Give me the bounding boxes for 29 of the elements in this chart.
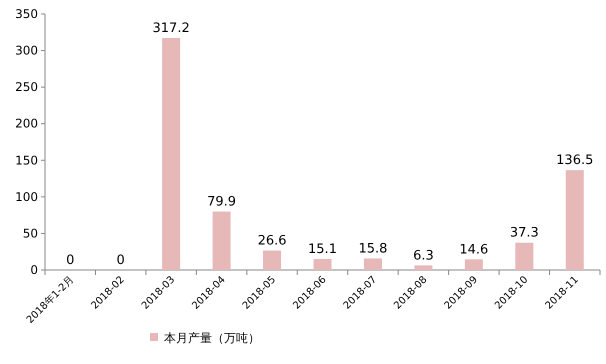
- bar: [515, 242, 534, 270]
- bar: [162, 38, 180, 270]
- y-tick-label: 100: [15, 190, 38, 204]
- data-label: 15.8: [358, 241, 388, 256]
- legend-label: 本月产量（万吨）: [164, 331, 260, 345]
- bar: [414, 265, 432, 270]
- data-label: 0: [66, 253, 74, 268]
- data-label: 26.6: [258, 234, 287, 249]
- data-label: 14.6: [459, 242, 488, 258]
- y-tick-label: 250: [15, 80, 38, 94]
- bar: [314, 258, 332, 270]
- data-label: 136.5: [556, 153, 594, 168]
- bar: [464, 259, 483, 270]
- data-label: 0: [116, 253, 125, 268]
- bar: [263, 250, 282, 270]
- bar: [212, 212, 231, 270]
- bar: [566, 170, 584, 270]
- data-label: 79.9: [207, 194, 236, 210]
- bar: [364, 258, 382, 270]
- data-label: 6.3: [413, 248, 434, 264]
- y-tick-label: 300: [15, 44, 38, 58]
- data-label: 37.3: [510, 226, 539, 241]
- y-tick-label: 50: [22, 226, 38, 240]
- y-tick-label: 350: [15, 7, 38, 21]
- data-label: 317.2: [152, 20, 190, 36]
- y-tick-label: 200: [15, 116, 38, 131]
- data-label: 15.1: [308, 242, 337, 257]
- y-tick-label: 150: [15, 153, 38, 168]
- y-tick-label: 0: [30, 263, 38, 277]
